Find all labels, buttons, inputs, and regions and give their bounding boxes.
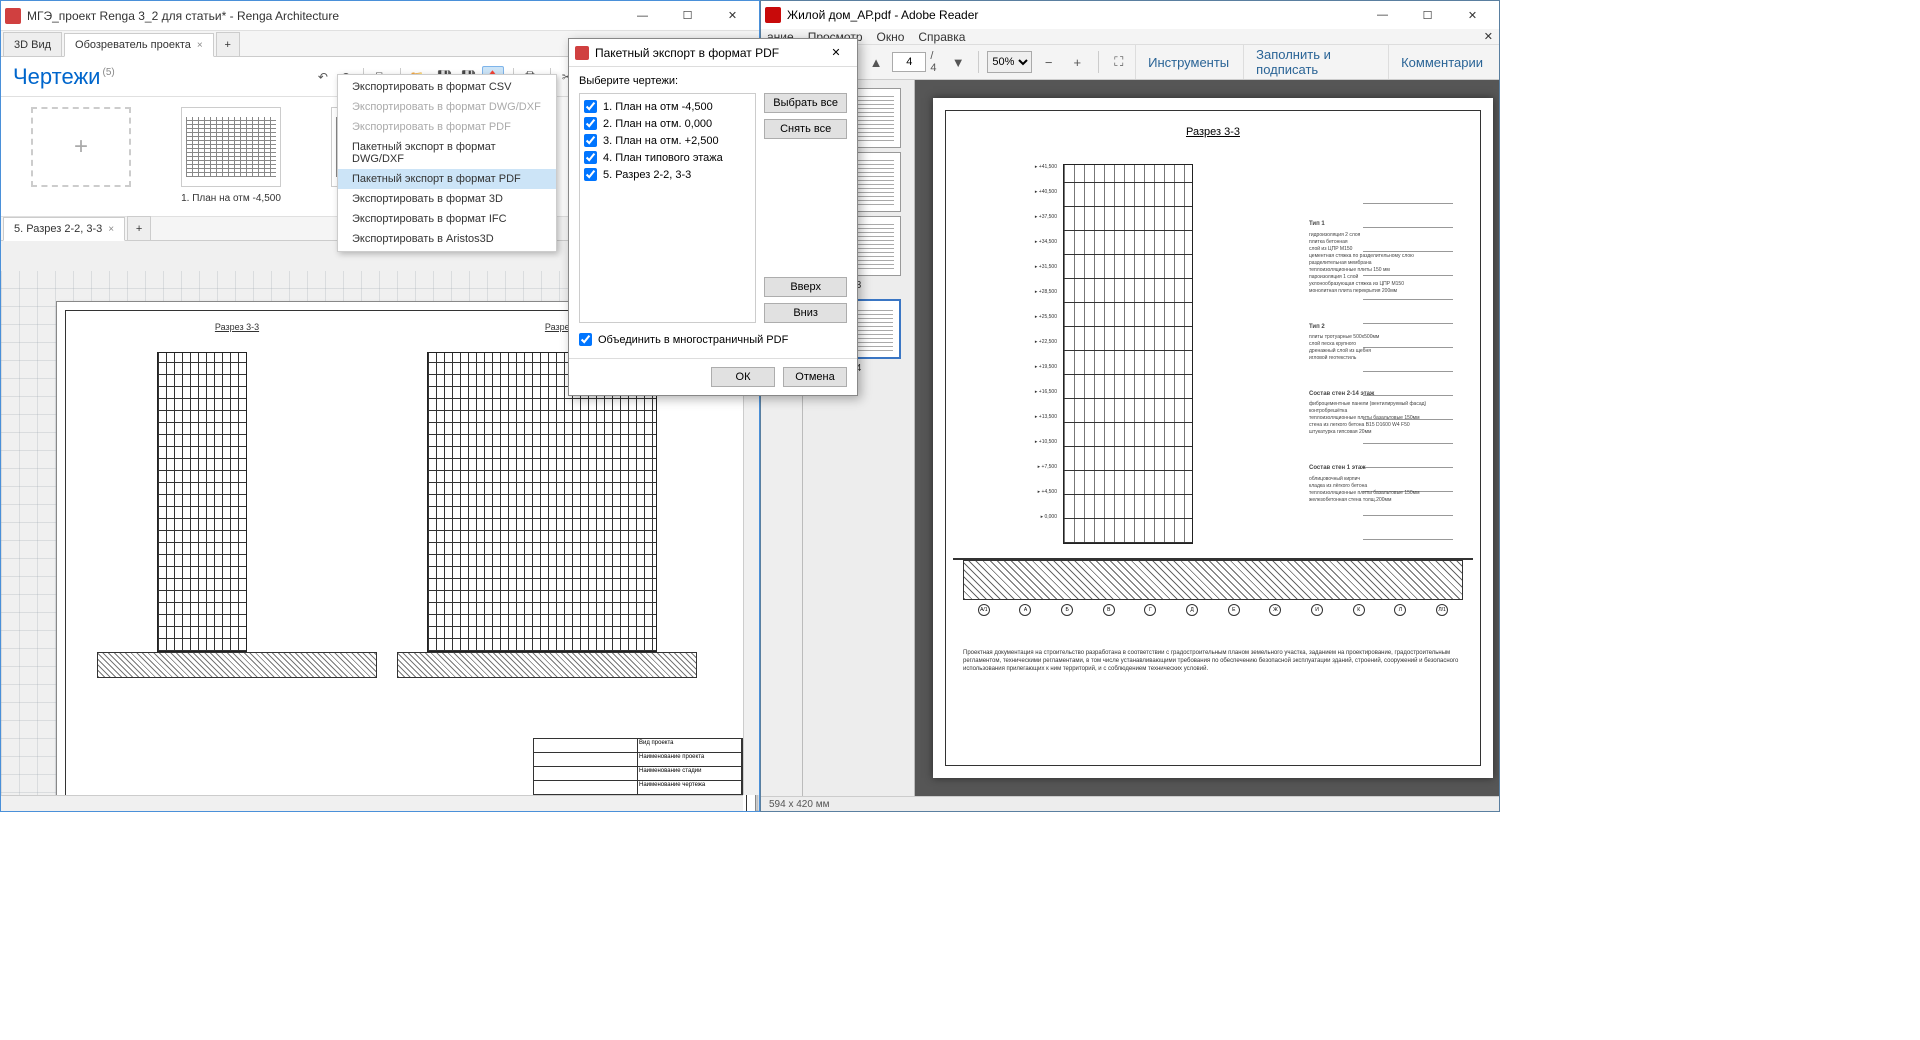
page-down-icon[interactable]: ▼: [946, 49, 971, 75]
select-all-button[interactable]: Выбрать все: [764, 93, 847, 113]
undo-icon[interactable]: ↶: [312, 66, 334, 88]
check-item-3[interactable]: 3. План на отм. +2,500: [584, 132, 751, 149]
pdf-page: Разрез 3-3 ▸ +41,500▸ +40,500▸ +37,500▸ …: [933, 98, 1493, 778]
ok-button[interactable]: ОК: [711, 367, 775, 387]
tab-close-icon[interactable]: ×: [108, 224, 114, 235]
dialog-titlebar[interactable]: Пакетный экспорт в формат PDF ✕: [569, 39, 857, 67]
menu-batch-dwg[interactable]: Пакетный экспорт в формат DWG/DXF: [338, 137, 556, 169]
tab-3d-view[interactable]: 3D Вид: [3, 32, 62, 56]
check-item-5[interactable]: 5. Разрез 2-2, 3-3: [584, 166, 751, 183]
comments-button[interactable]: Комментарии: [1388, 45, 1495, 79]
dialog-close-icon[interactable]: ✕: [821, 46, 851, 59]
cancel-button[interactable]: Отмена: [783, 367, 847, 387]
combine-checkbox-row[interactable]: Объединить в многостраничный PDF: [579, 333, 847, 346]
tools-button[interactable]: Инструменты: [1135, 45, 1241, 79]
combine-checkbox[interactable]: [579, 333, 592, 346]
page-up-icon[interactable]: ▲: [864, 49, 889, 75]
batch-export-dialog: Пакетный экспорт в формат PDF ✕ Выберите…: [568, 38, 858, 396]
page-heading: Чертежи(5): [13, 64, 115, 90]
check-item-4[interactable]: 4. План типового этажа: [584, 149, 751, 166]
close-button[interactable]: ✕: [710, 2, 755, 30]
checkbox-3[interactable]: [584, 134, 597, 147]
dialog-label: Выберите чертежи:: [579, 75, 847, 87]
renga-app-icon: [5, 8, 21, 24]
doc-close-icon[interactable]: ✕: [1484, 30, 1493, 43]
menu-export-3d[interactable]: Экспортировать в формат 3D: [338, 189, 556, 209]
menu-export-aristos[interactable]: Экспортировать в Aristos3D: [338, 229, 556, 249]
zoom-select[interactable]: 50%: [987, 51, 1032, 73]
tab-add-2[interactable]: +: [127, 216, 151, 240]
dialog-title: Пакетный экспорт в формат PDF: [595, 46, 821, 60]
check-item-1[interactable]: 1. План на отм -4,500: [584, 98, 751, 115]
pdf-viewport[interactable]: Разрез 3-3 ▸ +41,500▸ +40,500▸ +37,500▸ …: [915, 80, 1499, 796]
maximize-button[interactable]: ☐: [665, 2, 710, 30]
thumb-add[interactable]: +: [21, 107, 141, 206]
pdf-icon: [765, 7, 781, 23]
adobe-maximize-button[interactable]: ☐: [1405, 1, 1450, 29]
plus-icon: +: [31, 107, 131, 187]
renga-titlebar[interactable]: МГЭ_проект Renga 3_2 для статьи* - Renga…: [1, 1, 759, 31]
minimize-button[interactable]: —: [620, 2, 665, 30]
paper-size: 594 x 420 мм: [769, 799, 829, 810]
renga-title: МГЭ_проект Renga 3_2 для статьи* - Renga…: [27, 9, 620, 23]
tab-section[interactable]: 5. Разрез 2-2, 3-3×: [3, 217, 125, 241]
tab-project-browser[interactable]: Обозреватель проекта×: [64, 33, 214, 57]
fill-sign-button[interactable]: Заполнить и подписать: [1243, 45, 1386, 79]
thumb-plan-1[interactable]: 1. План на отм -4,500: [171, 107, 291, 206]
pdf-section-drawing: ▸ +41,500▸ +40,500▸ +37,500▸ +34,500▸ +3…: [953, 150, 1473, 600]
menu-help[interactable]: Справка: [918, 30, 965, 44]
legend-notes: Тип 1гидроизоляция 2 слоя плитка бетонна…: [1309, 220, 1439, 532]
menu-batch-pdf[interactable]: Пакетный экспорт в формат PDF: [338, 169, 556, 189]
drawings-checklist: 1. План на отм -4,500 2. План на отм. 0,…: [579, 93, 756, 323]
adobe-content: ▦ 🔖 📎 3 4 Разрез 3-3 ▸ +41,500▸ +40,500▸…: [761, 80, 1499, 796]
adobe-close-button[interactable]: ✕: [1450, 1, 1495, 29]
menu-export-pdf: Экспортировать в формат PDF: [338, 117, 556, 137]
page-number-input[interactable]: [892, 52, 926, 72]
checkbox-5[interactable]: [584, 168, 597, 181]
menu-export-dwg: Экспортировать в формат DWG/DXF: [338, 97, 556, 117]
checkbox-4[interactable]: [584, 151, 597, 164]
checkbox-2[interactable]: [584, 117, 597, 130]
window-controls: — ☐ ✕: [620, 2, 755, 30]
page-total: / 4: [930, 50, 942, 74]
checkbox-1[interactable]: [584, 100, 597, 113]
menu-window[interactable]: Окно: [877, 30, 905, 44]
adobe-toolbar: 💾 📄 ✉ ▲ / 4 ▼ 50% − + ⛶ Инструменты Запо…: [761, 45, 1499, 80]
zoom-in-icon[interactable]: +: [1065, 49, 1090, 75]
adobe-title: Жилой дом_АР.pdf - Adobe Reader: [787, 8, 1360, 22]
move-up-button[interactable]: Вверх: [764, 277, 847, 297]
move-down-button[interactable]: Вниз: [764, 303, 847, 323]
menu-export-ifc[interactable]: Экспортировать в формат IFC: [338, 209, 556, 229]
deselect-all-button[interactable]: Снять все: [764, 119, 847, 139]
adobe-menubar: ание Просмотр Окно Справка ✕: [761, 29, 1499, 45]
adobe-statusbar: 594 x 420 мм: [761, 796, 1499, 811]
zoom-out-icon[interactable]: −: [1036, 49, 1061, 75]
tab-close-icon[interactable]: ×: [197, 40, 203, 51]
check-item-2[interactable]: 2. План на отм. 0,000: [584, 115, 751, 132]
tab-add[interactable]: +: [216, 32, 240, 56]
adobe-minimize-button[interactable]: —: [1360, 1, 1405, 29]
menu-export-csv[interactable]: Экспортировать в формат CSV: [338, 77, 556, 97]
dialog-app-icon: [575, 46, 589, 60]
adobe-window: Жилой дом_АР.pdf - Adobe Reader — ☐ ✕ ан…: [760, 0, 1500, 812]
section-label-1: Разрез 3-3: [97, 322, 377, 332]
fit-icon[interactable]: ⛶: [1106, 49, 1131, 75]
adobe-titlebar[interactable]: Жилой дом_АР.pdf - Adobe Reader — ☐ ✕: [761, 1, 1499, 29]
export-dropdown: Экспортировать в формат CSV Экспортирова…: [337, 74, 557, 252]
scrollbar-horizontal[interactable]: [1, 795, 743, 811]
